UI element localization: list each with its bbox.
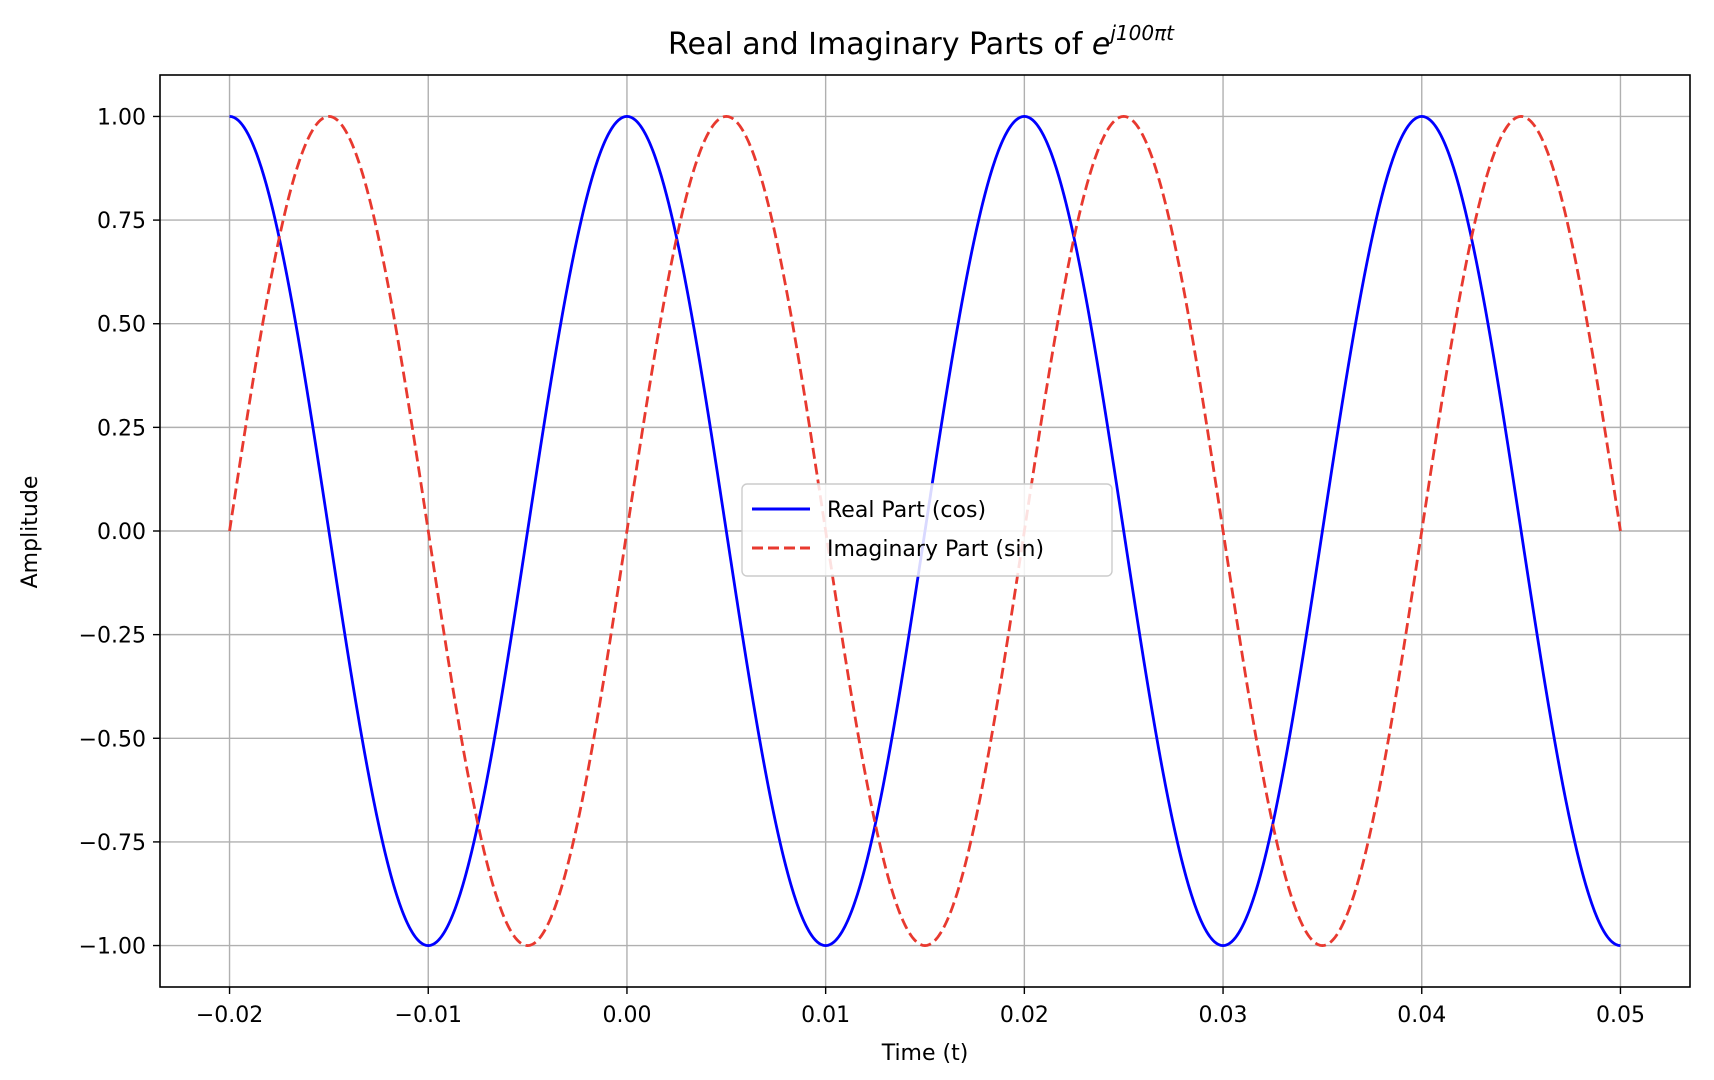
chart-title: Real and Imaginary Parts of ej100πt [668, 21, 1175, 62]
x-tick-label: −0.02 [196, 1003, 263, 1028]
x-tick-label: −0.01 [395, 1003, 462, 1028]
y-tick-label: −0.50 [79, 727, 146, 752]
legend-label-real: Real Part (cos) [827, 498, 986, 523]
x-tick-label: 0.03 [1199, 1003, 1248, 1028]
x-tick-label: 0.05 [1596, 1003, 1645, 1028]
legend-box [741, 483, 1113, 577]
y-ticks-layer: 1.00 0.75 0.50 0.25 0.00 −0.25 −0.50 −0.75 −1.00 [79, 105, 160, 960]
y-tick-label: 0.25 [97, 416, 146, 441]
chart-title-text: Real and Imaginary Parts of [668, 27, 1092, 62]
y-axis-title: Amplitude [18, 476, 43, 589]
legend-label-imaginary: Imaginary Part (sin) [827, 537, 1044, 562]
x-tick-label: 0.01 [801, 1003, 850, 1028]
y-tick-label: −0.25 [79, 624, 146, 649]
x-axis-title: Time (t) [881, 1041, 969, 1066]
series-line-imaginary [228, 115, 1622, 947]
x-tick-label: 0.02 [1000, 1003, 1049, 1028]
y-tick-label: 0.75 [97, 209, 146, 234]
chart-title-math-base: e [1092, 27, 1110, 62]
y-tick-label: 1.00 [97, 105, 146, 130]
y-tick-label: 0.50 [97, 313, 146, 338]
x-ticks-layer: −0.02 −0.01 0.00 0.01 0.02 0.03 0.04 0.05 [196, 987, 1645, 1028]
x-tick-label: 0.00 [602, 1003, 651, 1028]
y-tick-label: −1.00 [79, 935, 146, 960]
y-tick-label: 0.00 [97, 520, 146, 545]
legend: Real Part (cos) Imaginary Part (sin) [741, 483, 1113, 577]
x-tick-label: 0.04 [1397, 1003, 1446, 1028]
chart-title-math-exponent: j100πt [1107, 21, 1175, 45]
y-tick-label: −0.75 [79, 831, 146, 856]
